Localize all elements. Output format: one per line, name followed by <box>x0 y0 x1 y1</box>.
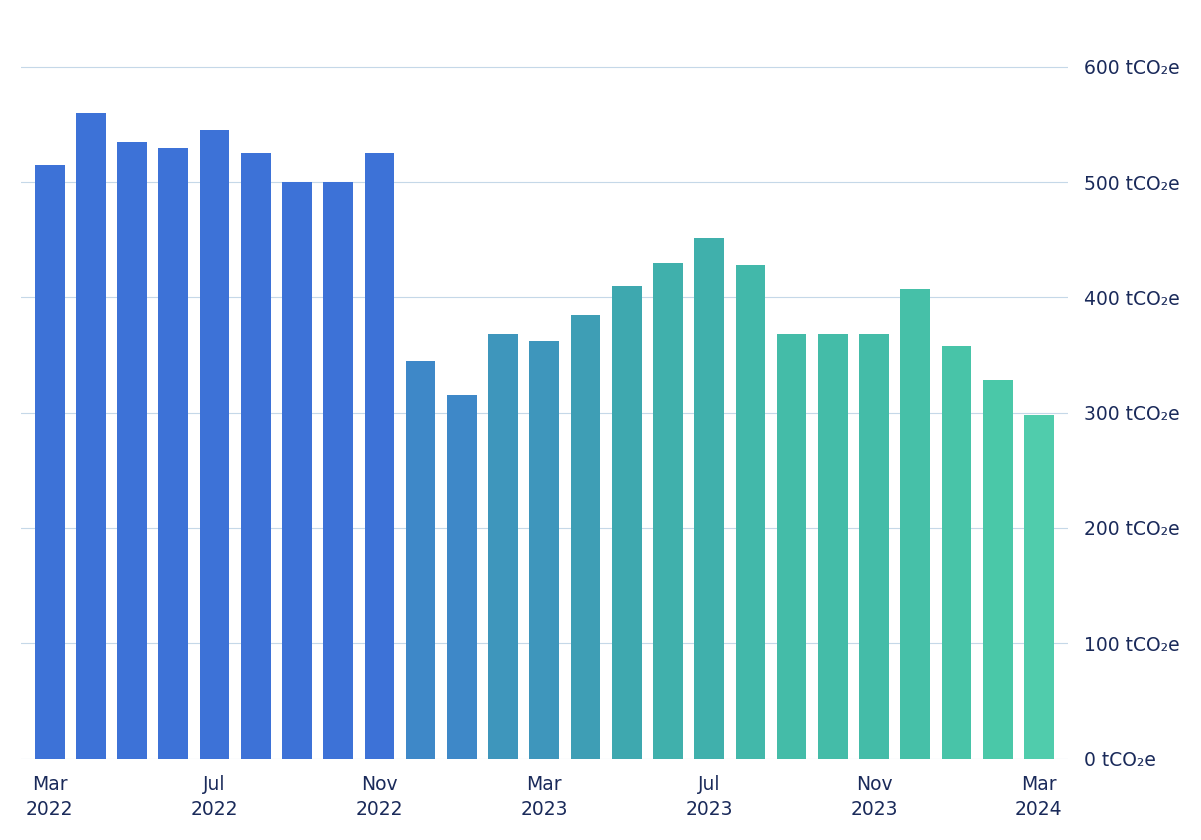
Bar <box>653 263 683 759</box>
Bar <box>818 334 848 759</box>
Bar <box>241 154 270 759</box>
Bar <box>447 396 477 759</box>
Bar <box>570 315 600 759</box>
Bar <box>901 290 930 759</box>
Bar <box>199 130 229 759</box>
Bar <box>489 334 518 759</box>
Bar <box>735 265 765 759</box>
Bar <box>859 334 889 759</box>
Bar <box>159 148 189 759</box>
Bar <box>35 165 65 759</box>
Bar <box>1024 415 1053 759</box>
Bar <box>118 142 147 759</box>
Bar <box>777 334 806 759</box>
Bar <box>323 182 353 759</box>
Bar <box>611 286 641 759</box>
Bar <box>942 346 972 759</box>
Bar <box>694 238 724 759</box>
Bar <box>982 381 1012 759</box>
Bar <box>76 113 106 759</box>
Bar <box>530 341 560 759</box>
Bar <box>282 182 312 759</box>
Bar <box>406 361 436 759</box>
Bar <box>365 154 394 759</box>
